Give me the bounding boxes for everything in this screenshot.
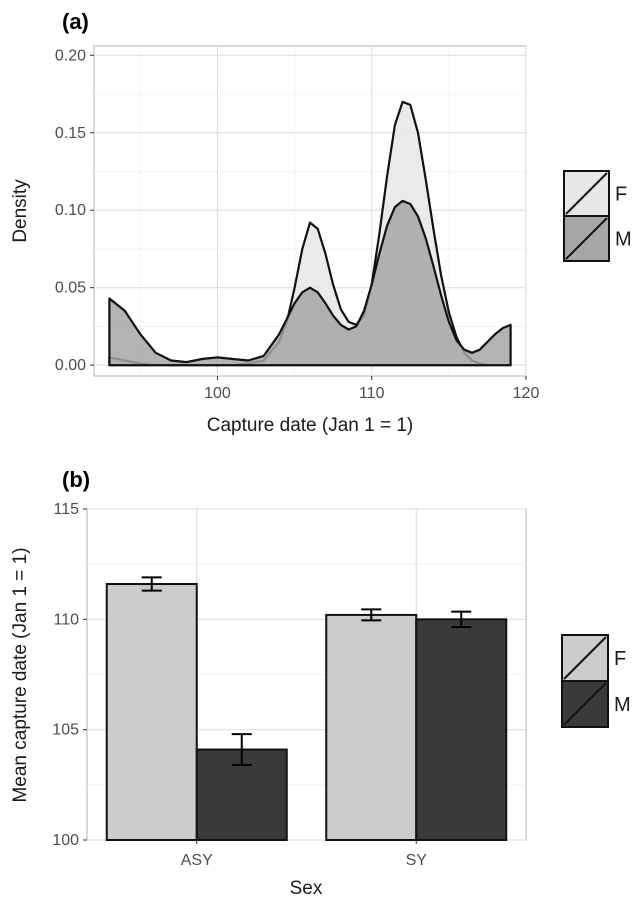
legend-key-slash: [563, 682, 607, 726]
y-tick-label: 100: [52, 832, 79, 849]
panel-a-y-axis-title: Density: [10, 179, 31, 243]
panel-a-label: (a): [62, 9, 89, 34]
x-tick-label: SY: [406, 852, 428, 869]
y-tick-label: 115: [53, 501, 79, 518]
y-tick-label: 0.10: [55, 202, 86, 219]
x-tick-label: 100: [204, 385, 231, 402]
panel-b-legend: FM: [561, 634, 631, 728]
panel-b-x-axis-title: Sex: [290, 878, 323, 899]
bar-ASY-F: [105, 583, 198, 841]
legend-key-slash: [563, 636, 607, 680]
y-tick-label: 0.00: [55, 357, 86, 374]
x-tick-label: 110: [359, 385, 385, 402]
panel-a-series: [108, 100, 512, 367]
legend-label-M: M: [615, 229, 632, 251]
y-tick-label: 105: [52, 722, 79, 739]
x-tick-label: 120: [513, 385, 540, 402]
x-tick-label: ASY: [181, 852, 213, 869]
bar-SY-M: [415, 618, 508, 841]
panel-b-label: (b): [62, 467, 90, 492]
legend-label-F: F: [614, 648, 626, 670]
density-area-M: [108, 199, 512, 367]
bar-SY-F: [325, 613, 418, 841]
y-tick-label: 110: [53, 611, 79, 628]
panel-a-grid: [94, 46, 527, 376]
legend-key-slash: [565, 172, 608, 215]
panel-b-x-ticks: ASY SY: [181, 840, 428, 869]
y-tick-label: 0.05: [55, 280, 86, 297]
panel-b-bar-chart: (b) 100 105 110 115 ASY SY Sex Mean capture …: [10, 467, 631, 899]
panel-a-density-chart: (a) 0.00 0.05 0.10 0.15 0.20 100 110 120 Captu…: [10, 9, 632, 436]
panel-a-legend: FM: [563, 170, 632, 262]
panel-a-x-axis-title: Capture date (Jan 1 = 1): [207, 415, 414, 436]
panel-b-bars: [105, 576, 508, 842]
y-tick-label: 0.15: [55, 125, 86, 142]
legend-key-slash: [565, 217, 608, 260]
panel-a-y-ticks: 0.00 0.05 0.10 0.15 0.20: [55, 47, 94, 374]
panel-b-y-ticks: 100 105 110 115: [52, 501, 87, 849]
legend-label-F: F: [615, 184, 627, 206]
legend-label-M: M: [614, 694, 631, 716]
y-tick-label: 0.20: [55, 47, 86, 64]
panel-a-x-ticks: 100 110 120: [204, 376, 539, 402]
panel-b-y-axis-title: Mean capture date (Jan 1 = 1): [10, 547, 31, 802]
